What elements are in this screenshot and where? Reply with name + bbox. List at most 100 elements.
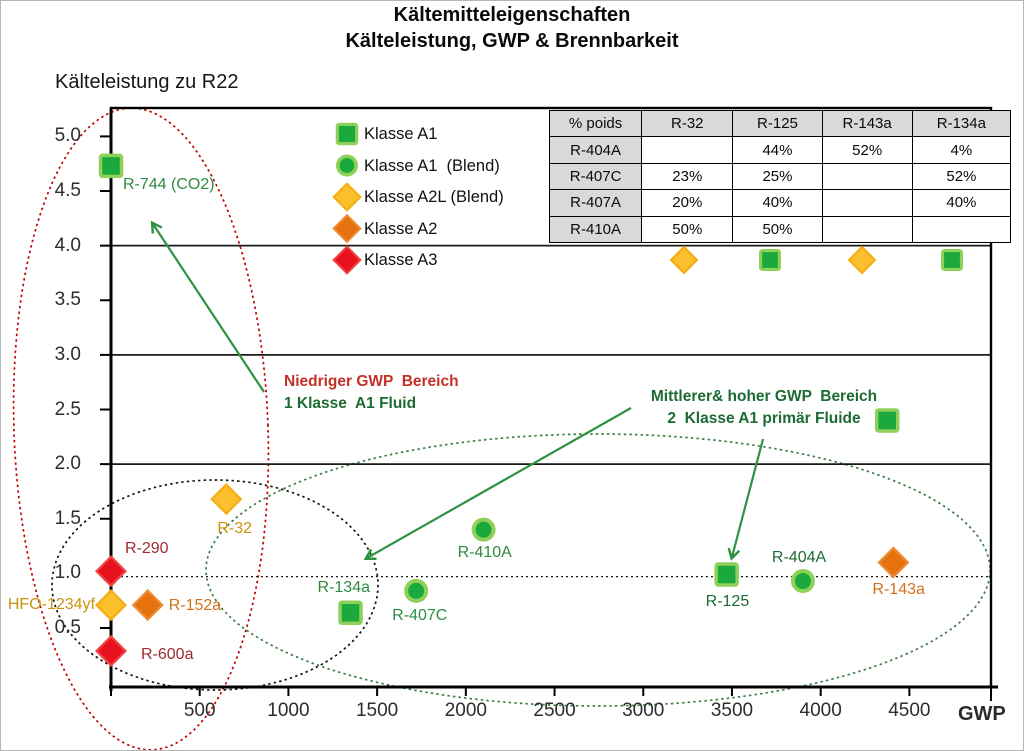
- y-tick-label-1.5: 1.5: [54, 507, 81, 529]
- chart-title-line2: Kälteleistung, GWP & Brennbarkeit: [345, 30, 679, 52]
- point-label-r-407c: R-407C: [392, 606, 448, 624]
- x-axis-title: GWP: [958, 703, 1006, 725]
- x-tick-label-4000: 4000: [799, 700, 842, 721]
- y-tick-label-0.5: 0.5: [54, 617, 81, 638]
- legend-label-klasse-a1: Klasse A1: [364, 125, 438, 143]
- table-row-r-404a: R-404A 44% 52% 4%: [548, 136, 1012, 164]
- table-row-r-407a: R-407A 20% 40% 40%: [548, 189, 1012, 217]
- table-cell-r-407c-2: 25%: [732, 162, 823, 191]
- x-tick-label-1500: 1500: [355, 700, 399, 721]
- table-cell-r-404a-1: [641, 136, 734, 164]
- table-cell-r-407a-0: R-407A: [548, 189, 643, 217]
- table-row-r-410a: R-410A 50% 50%: [548, 215, 1012, 243]
- point-label-r-152a: R-152a: [168, 597, 222, 615]
- point-r-290-marker: [94, 555, 128, 588]
- point-label-r-404a: R-404A: [771, 549, 827, 567]
- table-class-marker-r-32: [669, 245, 699, 275]
- table-cell-r-404a-3: 52%: [821, 136, 913, 164]
- region-mid-high-gwp: [205, 433, 991, 707]
- point-r-404a-marker: [790, 569, 815, 594]
- table-class-marker-r-134a: [940, 248, 964, 272]
- x-tick-label-3500: 3500: [710, 700, 754, 721]
- annotation-low-gwp-line2: 1 Klasse A1 Fluid: [284, 394, 417, 412]
- composition-table: % poids R-32 R-125 R-143a R-134a R-404A 44% 52%…: [548, 109, 1012, 243]
- table-header-cell-r-143a: R-143a: [821, 109, 913, 138]
- table-header-row: % poids R-32 R-125 R-143a R-134a: [548, 109, 1012, 138]
- table-cell-r-410a-1: 50%: [641, 215, 734, 243]
- annotation-mid-high-gwp-line1: Mittlerer& hoher GWP Bereich: [650, 388, 878, 405]
- legend-label-klasse-a3: Klasse A3: [364, 251, 438, 269]
- point-label-r-125: R-125: [705, 593, 750, 611]
- y-tick-label-3.0: 3.0: [54, 343, 81, 365]
- point-label-hfo-1234yf: HFO-1234yf: [7, 596, 95, 614]
- y-tick-label-2.5: 2.5: [54, 398, 81, 420]
- table-cell-r-407a-3: [821, 189, 913, 217]
- table-cell-r-410a-2: 50%: [732, 215, 823, 243]
- table-cell-r-407c-4: 52%: [911, 162, 1012, 191]
- y-tick-label-4.5: 4.5: [54, 180, 81, 202]
- table-class-marker-r-143a: [847, 245, 877, 275]
- x-tick-label-1000: 1000: [267, 700, 310, 721]
- table-header-cell-r-32: R-32: [641, 109, 734, 138]
- point-r-134a-marker: [338, 600, 363, 625]
- annotation-low-gwp: Niedriger GWP Bereich 1 Klasse A1 Fluid: [284, 371, 459, 414]
- y-tick-label-1.0: 1.0: [54, 562, 81, 584]
- table-cell-r-407a-4: 40%: [911, 189, 1012, 217]
- table-cell-r-407c-0: R-407C: [548, 162, 643, 191]
- x-tick-label-3000: 3000: [622, 700, 665, 721]
- table-header-cell-r-125: R-125: [732, 109, 823, 138]
- table-class-marker-r-125: [758, 248, 782, 272]
- y-tick-label-2.0: 2.0: [54, 453, 81, 475]
- table-cell-r-407a-2: 40%: [732, 189, 823, 217]
- table-header-cell-r-134a: R-134a: [911, 109, 1012, 138]
- table-cell-r-407c-1: 23%: [641, 162, 734, 191]
- chart-title: Kältemitteleigenschaften Kälteleistung, …: [1, 2, 1023, 54]
- point-label-r-32: R-32: [217, 520, 252, 538]
- x-tick-label-2500: 2500: [533, 700, 576, 721]
- legend-marker-klasse-a1: [335, 122, 359, 146]
- table-cell-r-404a-0: R-404A: [548, 136, 643, 164]
- legend-label-klasse-a2: Klasse A2: [364, 219, 438, 238]
- y-tick-label-5.0: 5.0: [54, 125, 81, 147]
- legend-marker-klasse-a2l-blend: [332, 182, 362, 212]
- annotation-mid-high-gwp-line2: 2 Klasse A1 primär Fluide: [667, 409, 861, 427]
- table-cell-r-404a-4: 4%: [911, 136, 1012, 164]
- table-header-cell-poids: % poids: [548, 109, 643, 138]
- point-r-125-marker: [714, 562, 739, 587]
- y-tick-label-4.0: 4.0: [54, 234, 81, 256]
- table-cell-r-410a-3: [821, 215, 913, 243]
- legend-label-klasse-a1-blend: Klasse A1 (Blend): [364, 156, 500, 175]
- point-a1-annotation-marker-marker: [874, 408, 900, 433]
- point-r-152a-marker: [131, 589, 164, 622]
- point-label-r-410a: R-410A: [457, 543, 512, 561]
- table-cell-r-407c-3: [821, 162, 913, 191]
- legend-label-klasse-a2l-blend: Klasse A2L (Blend): [364, 188, 504, 206]
- point-label-r-143a: R-143a: [872, 581, 925, 599]
- chart-title-line1: Kältemitteleigenschaften: [393, 4, 631, 26]
- table-cell-r-410a-0: R-410A: [548, 215, 643, 243]
- legend-marker-klasse-a2: [332, 213, 362, 244]
- arrow-to-r744: [153, 224, 265, 393]
- y-tick-label-3.5: 3.5: [54, 289, 81, 311]
- point-r-410a-marker: [471, 517, 496, 542]
- point-r-744-co2-marker: [98, 153, 124, 179]
- annotation-mid-high-gwp: Mittlerer& hoher GWP Bereich 2 Klasse A1…: [637, 386, 891, 429]
- arrow-to-r125: [732, 438, 765, 557]
- region-low-gwp-cluster: [51, 479, 379, 691]
- point-label-r-290: R-290: [125, 540, 169, 558]
- point-label-r-600a: R-600a: [141, 645, 194, 663]
- x-tick-label-2000: 2000: [444, 700, 487, 721]
- point-label-r-744-co2: R-744 (CO2): [123, 175, 215, 193]
- point-r-600a-marker: [94, 634, 128, 668]
- arrow-to-r134a: [367, 407, 632, 558]
- x-tick-label-4500: 4500: [888, 700, 931, 721]
- point-r-407c-marker: [404, 578, 429, 603]
- x-tick-label-500: 500: [183, 700, 216, 721]
- y-axis-title: Kälteleistung zu R22: [55, 71, 239, 93]
- table-cell-r-404a-2: 44%: [732, 136, 823, 164]
- table-row-r-407c: R-407C 23% 25% 52%: [548, 162, 1012, 191]
- point-hfo-1234yf-marker: [94, 589, 128, 622]
- point-r-143a-marker: [877, 546, 910, 579]
